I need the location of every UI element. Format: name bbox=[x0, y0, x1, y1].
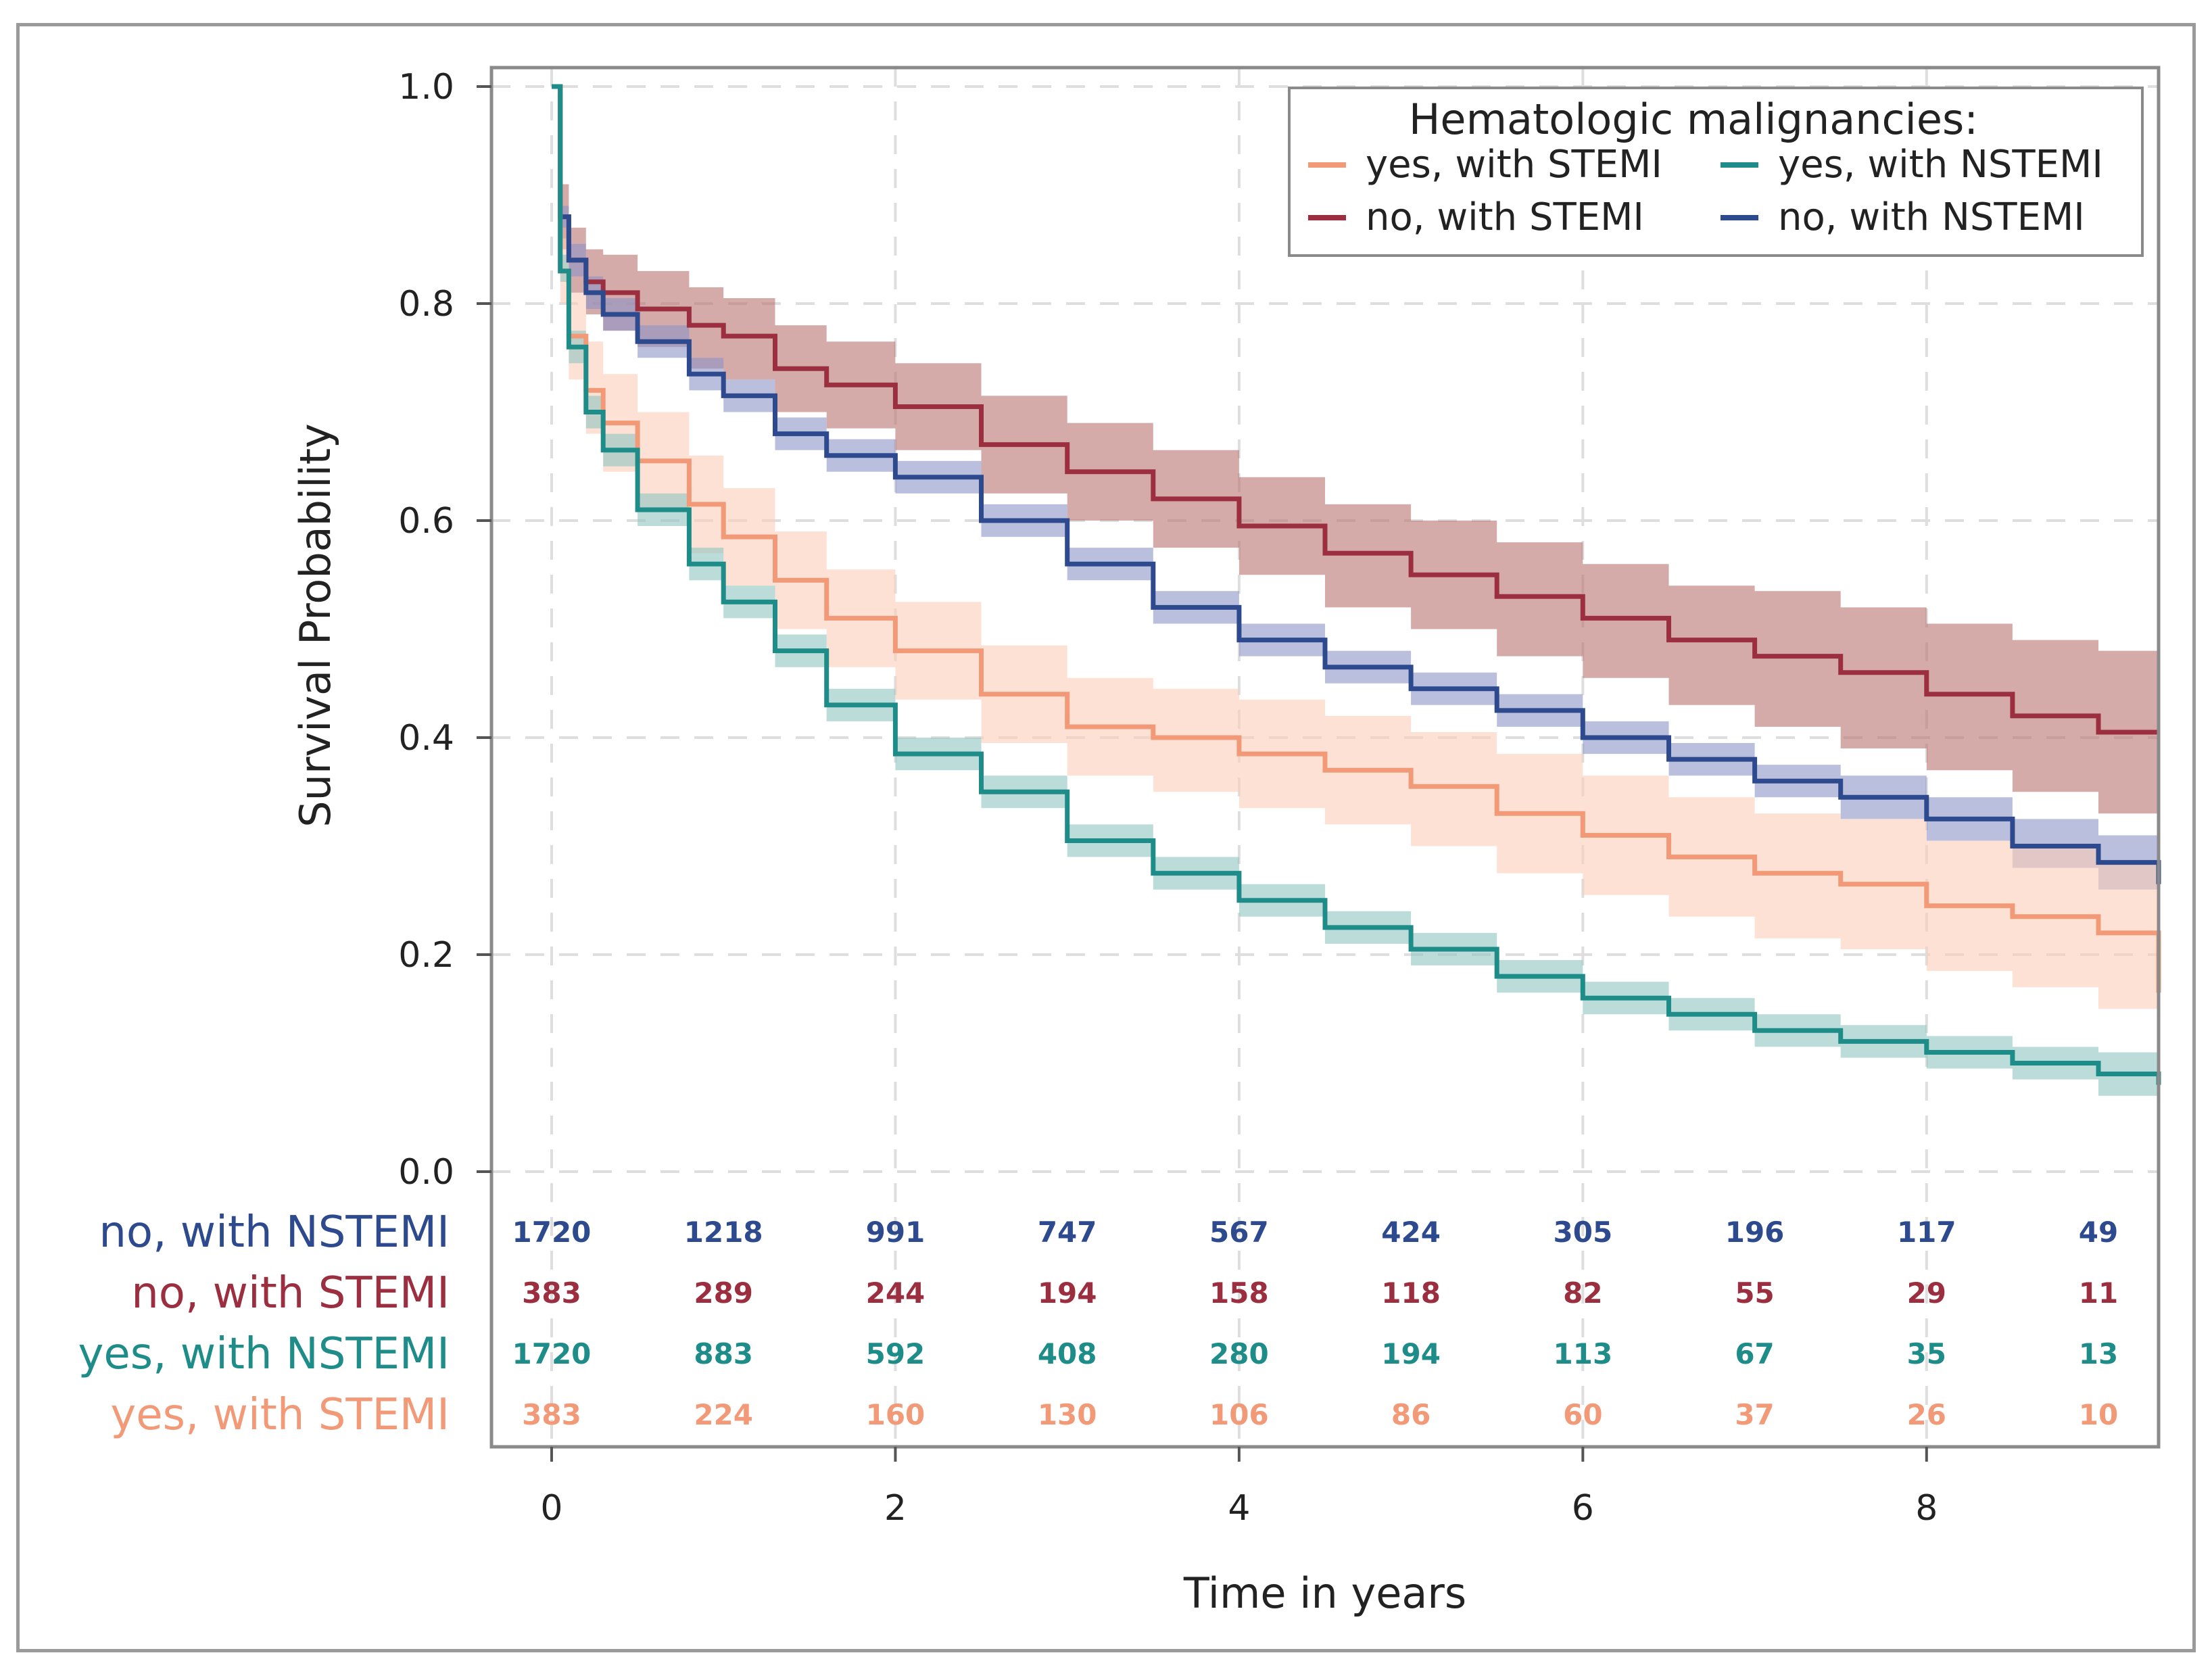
risk-count: 383 bbox=[522, 1276, 581, 1310]
legend-label: no, with NSTEMI bbox=[1778, 195, 2085, 239]
risk-count: 117 bbox=[1897, 1216, 1956, 1249]
legend-label: no, with STEMI bbox=[1366, 195, 1644, 239]
y-axis-title: Survival Probability bbox=[291, 423, 340, 827]
survival-curves bbox=[552, 84, 2161, 1085]
y-axis-ticks: 0.0 0.2 0.4 0.6 0.8 1.0 bbox=[398, 67, 491, 1193]
y-tick-label: 0.2 bbox=[398, 935, 454, 976]
risk-count: 13 bbox=[2079, 1337, 2118, 1370]
x-tick-label: 6 bbox=[1572, 1488, 1594, 1529]
survival-line-yes-with-nstemi bbox=[552, 84, 2161, 1085]
risk-count: 280 bbox=[1209, 1337, 1269, 1370]
risk-row-label: no, with STEMI bbox=[131, 1268, 450, 1318]
risk-count: 567 bbox=[1209, 1216, 1269, 1249]
survival-line-no-with-nstemi bbox=[552, 84, 2161, 884]
risk-count: 29 bbox=[1907, 1276, 1946, 1310]
x-tick-label: 4 bbox=[1228, 1488, 1250, 1529]
risk-count: 10 bbox=[2079, 1398, 2118, 1431]
confidence-bands bbox=[552, 87, 2159, 1107]
risk-count: 37 bbox=[1735, 1398, 1774, 1431]
legend: Hematologic malignancies: yes, with STEM… bbox=[1288, 87, 2144, 257]
risk-count: 747 bbox=[1038, 1216, 1097, 1249]
y-tick-label: 0.4 bbox=[398, 718, 454, 759]
risk-count: 1218 bbox=[684, 1216, 763, 1249]
risk-count: 60 bbox=[1563, 1398, 1602, 1431]
y-tick-label: 0.6 bbox=[398, 501, 454, 542]
risk-count: 408 bbox=[1038, 1337, 1097, 1370]
risk-count: 194 bbox=[1381, 1337, 1441, 1370]
risk-row-label: yes, with STEMI bbox=[110, 1390, 450, 1440]
x-tick-label: 8 bbox=[1915, 1488, 1938, 1529]
risk-count: 1720 bbox=[512, 1337, 592, 1370]
risk-count: 289 bbox=[694, 1276, 753, 1310]
risk-table: no, with NSTEMI 1720 1218 991 747 567 424 305 19… bbox=[78, 1207, 2118, 1440]
risk-count: 1720 bbox=[512, 1216, 592, 1249]
risk-count: 35 bbox=[1907, 1337, 1946, 1370]
risk-count: 86 bbox=[1391, 1398, 1430, 1431]
risk-count: 305 bbox=[1554, 1216, 1613, 1249]
ci-band-no-with-stemi bbox=[552, 87, 2159, 819]
risk-count: 424 bbox=[1381, 1216, 1441, 1249]
legend-label: yes, with NSTEMI bbox=[1778, 143, 2103, 187]
figure-frame bbox=[16, 23, 2196, 1652]
legend-title: Hematologic malignancies: bbox=[1409, 95, 1978, 144]
y-tick-label: 0.0 bbox=[398, 1152, 454, 1193]
plot-border bbox=[489, 66, 2161, 1449]
risk-count: 883 bbox=[694, 1337, 753, 1370]
risk-count: 113 bbox=[1554, 1337, 1613, 1370]
risk-row-label: no, with NSTEMI bbox=[99, 1207, 450, 1258]
risk-count: 26 bbox=[1907, 1398, 1946, 1431]
legend-label: yes, with STEMI bbox=[1366, 143, 1662, 187]
ci-band-no-with-nstemi bbox=[552, 87, 2159, 917]
risk-count: 67 bbox=[1735, 1337, 1774, 1370]
risk-count: 55 bbox=[1735, 1276, 1774, 1310]
risk-count: 160 bbox=[866, 1398, 925, 1431]
x-axis-ticks: 0 2 4 6 8 bbox=[540, 1447, 1938, 1529]
risk-count: 592 bbox=[866, 1337, 925, 1370]
survival-line-no-with-stemi bbox=[552, 84, 2159, 735]
risk-count: 383 bbox=[522, 1398, 581, 1431]
legend-items: yes, with STEMI yes, with NSTEMI no, with … bbox=[1308, 143, 2103, 239]
survival-line-yes-with-stemi bbox=[552, 84, 2161, 993]
risk-count: 991 bbox=[866, 1216, 925, 1249]
risk-count: 244 bbox=[866, 1276, 925, 1310]
x-tick-label: 0 bbox=[540, 1488, 562, 1529]
risk-count: 118 bbox=[1381, 1276, 1441, 1310]
risk-count: 196 bbox=[1725, 1216, 1785, 1249]
risk-count: 224 bbox=[694, 1398, 753, 1431]
y-tick-label: 1.0 bbox=[398, 67, 454, 107]
risk-row-label: yes, with NSTEMI bbox=[78, 1329, 450, 1379]
x-axis-title: Time in years bbox=[1183, 1569, 1466, 1618]
risk-count: 49 bbox=[2079, 1216, 2118, 1249]
ci-band-yes-with-stemi bbox=[552, 87, 2159, 1069]
risk-count: 158 bbox=[1209, 1276, 1269, 1310]
risk-count: 11 bbox=[2079, 1276, 2118, 1310]
risk-count: 82 bbox=[1563, 1276, 1602, 1310]
risk-count: 130 bbox=[1038, 1398, 1097, 1431]
x-tick-label: 2 bbox=[884, 1488, 907, 1529]
risk-count: 106 bbox=[1209, 1398, 1269, 1431]
legend-box bbox=[1288, 87, 2144, 257]
y-tick-label: 0.8 bbox=[398, 284, 454, 325]
risk-count: 194 bbox=[1038, 1276, 1097, 1310]
